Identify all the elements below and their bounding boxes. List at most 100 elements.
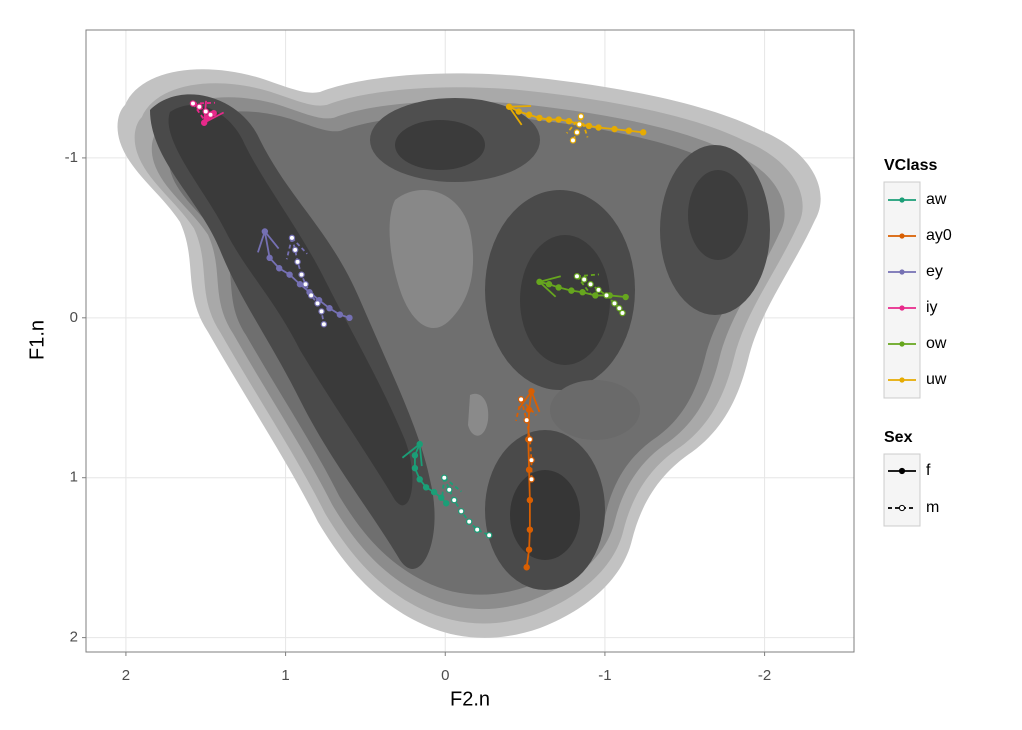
point [603, 292, 610, 299]
trajectory-line [525, 391, 533, 568]
point [416, 476, 423, 483]
legend-title: VClass [884, 157, 937, 174]
point [441, 474, 448, 481]
point [625, 127, 633, 134]
density-level [468, 393, 489, 436]
point [294, 258, 301, 266]
point [291, 246, 299, 254]
arrow-head [443, 477, 462, 493]
point [318, 308, 325, 315]
point [579, 289, 586, 296]
point [422, 484, 430, 491]
point [411, 464, 419, 472]
trajectory-line [520, 399, 533, 480]
arrow-head [576, 273, 599, 278]
y-tick-label: -1 [65, 149, 78, 166]
point [411, 452, 419, 459]
point [611, 125, 618, 133]
arrow-head [192, 101, 215, 105]
point [573, 273, 581, 280]
legend: aw ay0 ey iy ow uw f m [883, 181, 952, 527]
arrow-head [566, 115, 582, 134]
legend-keys [883, 453, 921, 527]
point [592, 292, 599, 299]
y-tick-label: 2 [70, 629, 78, 646]
legend-key [899, 233, 905, 239]
point [523, 564, 530, 571]
trajectory-line [192, 102, 212, 116]
point [587, 281, 594, 288]
point [569, 137, 577, 144]
arrow-head [530, 391, 541, 413]
y-tick-label: 1 [70, 469, 78, 486]
density-level [395, 120, 485, 170]
x-tick-label: 0 [441, 667, 449, 684]
legend-label: ey [926, 263, 943, 280]
arrow-head [539, 275, 561, 283]
legend-keys [883, 181, 921, 399]
point [446, 486, 453, 493]
arrow-head [509, 105, 532, 108]
point [307, 292, 315, 299]
arrow-head [517, 390, 533, 410]
arrow-head [257, 231, 266, 253]
legend-key [899, 305, 905, 311]
legend-label: aw [926, 191, 947, 208]
point [576, 121, 583, 128]
arrow-head [580, 116, 589, 138]
arrow-head [508, 106, 523, 126]
x-tick-label: 2 [122, 667, 130, 684]
point [526, 496, 534, 504]
trajectory-line [263, 231, 350, 319]
arrow-head [291, 237, 308, 255]
point [619, 309, 626, 317]
legend-key [899, 341, 905, 347]
point [505, 103, 513, 110]
arrow-head [520, 398, 537, 416]
point [458, 508, 465, 515]
point [298, 271, 305, 278]
arrow-head [576, 275, 592, 295]
point [536, 278, 543, 286]
point [525, 546, 533, 553]
density-level [520, 235, 610, 365]
point [314, 300, 321, 307]
density-level [168, 104, 413, 506]
x-tick-label: 1 [281, 667, 289, 684]
point [320, 321, 328, 328]
point [555, 284, 562, 291]
x-tick-label: -2 [758, 667, 771, 684]
point [202, 108, 209, 115]
point [346, 314, 353, 322]
point [326, 305, 333, 312]
arrow-head [192, 103, 207, 123]
y-axis-title: F1.n [26, 320, 48, 360]
point [528, 456, 535, 464]
legend-key [898, 467, 906, 475]
legend-label: uw [926, 371, 947, 388]
point [515, 108, 522, 115]
legend-key [899, 269, 905, 275]
legend-key [899, 377, 905, 383]
point [450, 496, 458, 504]
point [196, 103, 203, 110]
point [485, 532, 493, 539]
arrow-head [538, 281, 557, 298]
arrow-head [441, 477, 446, 500]
point [565, 117, 573, 125]
arrow-head [418, 444, 423, 467]
point [526, 526, 534, 533]
arrow-head [515, 399, 522, 421]
point [275, 265, 283, 272]
point [568, 287, 575, 294]
density-level [550, 380, 640, 440]
point [640, 129, 647, 136]
arrow-head [264, 230, 280, 250]
point [536, 114, 543, 122]
density-level [389, 190, 474, 329]
legend-key [899, 197, 905, 203]
point [296, 281, 304, 288]
point [473, 526, 481, 533]
point [288, 234, 296, 242]
